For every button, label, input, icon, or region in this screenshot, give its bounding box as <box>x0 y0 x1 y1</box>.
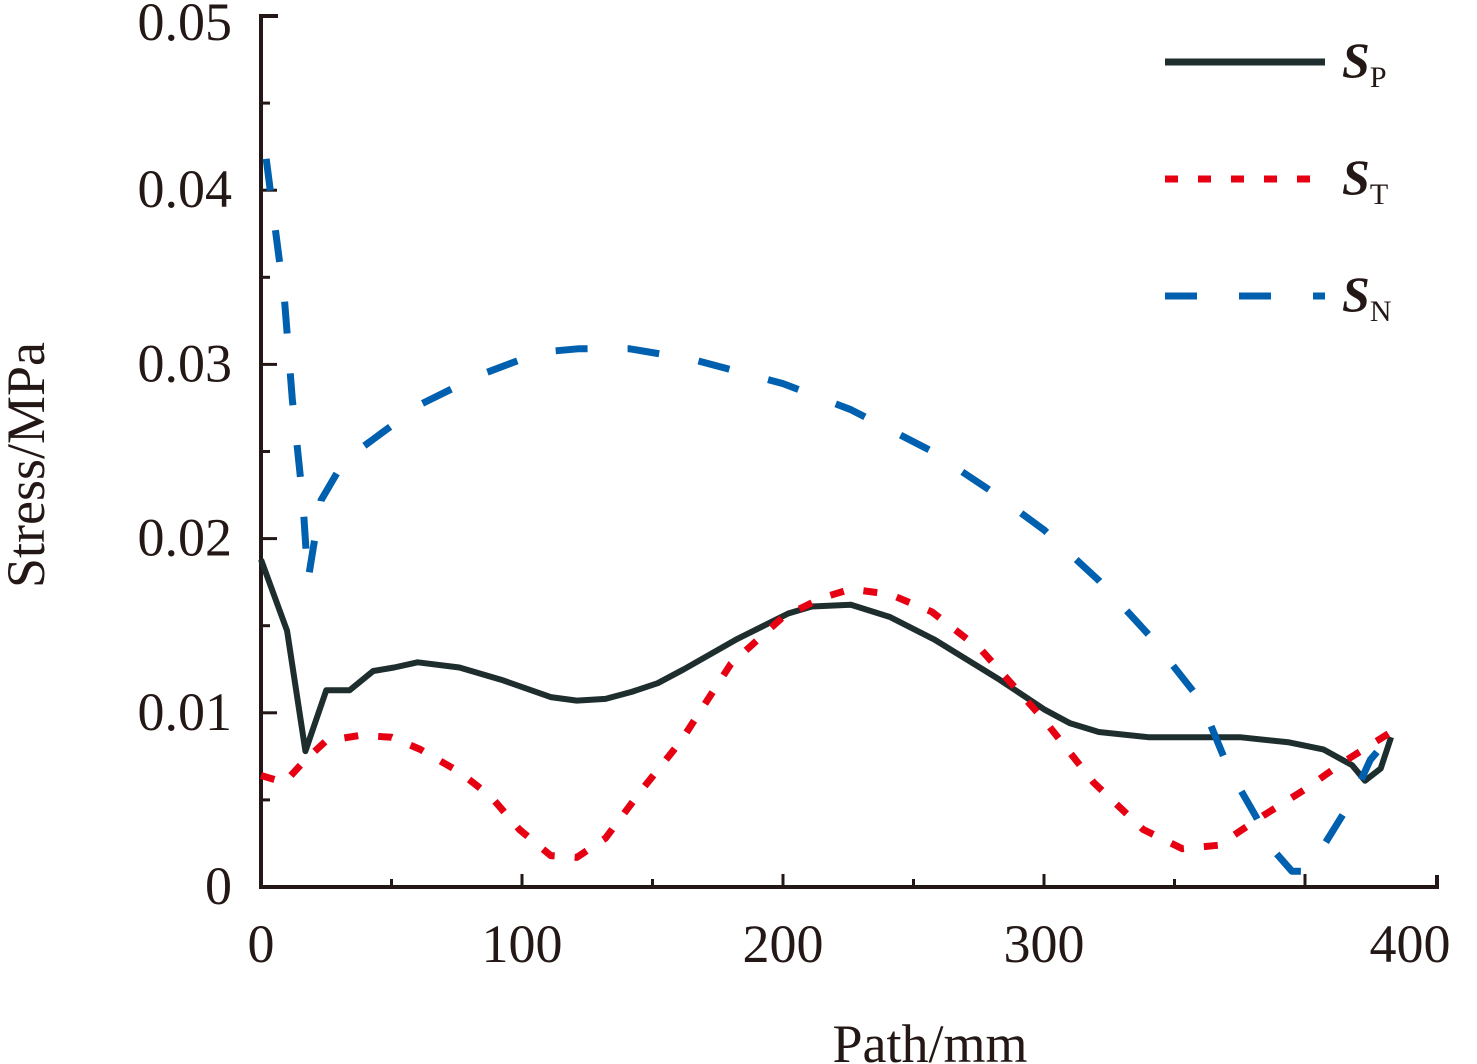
axes <box>259 14 1439 889</box>
y-tick-label: 0.04 <box>138 159 233 219</box>
legend-subscript: T <box>1370 178 1388 211</box>
legend-label-T: ST <box>1342 149 1388 211</box>
y-tick-label: 0.02 <box>138 508 233 568</box>
y-tick-label: 0 <box>205 856 232 916</box>
series-line-N <box>262 158 1394 875</box>
legend-subscript: P <box>1370 61 1387 94</box>
x-tick-label: 0 <box>248 914 275 974</box>
x-tick-label: 100 <box>482 914 563 974</box>
legend-symbol: S <box>1342 149 1370 205</box>
legend-symbol: S <box>1342 266 1370 322</box>
series-line-P <box>258 558 1394 784</box>
legend-subscript: N <box>1370 295 1392 328</box>
legend-label-N: SN <box>1342 266 1391 328</box>
y-tick-label: 0.03 <box>138 333 233 393</box>
x-tick-label: 400 <box>1370 914 1451 974</box>
y-tick-label: 0.05 <box>138 0 233 52</box>
series-line-T <box>260 585 1393 861</box>
legend-symbol: S <box>1342 32 1370 88</box>
y-axis-label: Stress/MPa <box>0 342 56 588</box>
x-tick-label: 300 <box>1004 914 1085 974</box>
x-axis-label: Path/mm <box>832 1014 1027 1064</box>
legend-label-P: SP <box>1342 32 1387 94</box>
y-tick-label: 0.01 <box>138 682 233 742</box>
x-tick-label: 200 <box>743 914 824 974</box>
